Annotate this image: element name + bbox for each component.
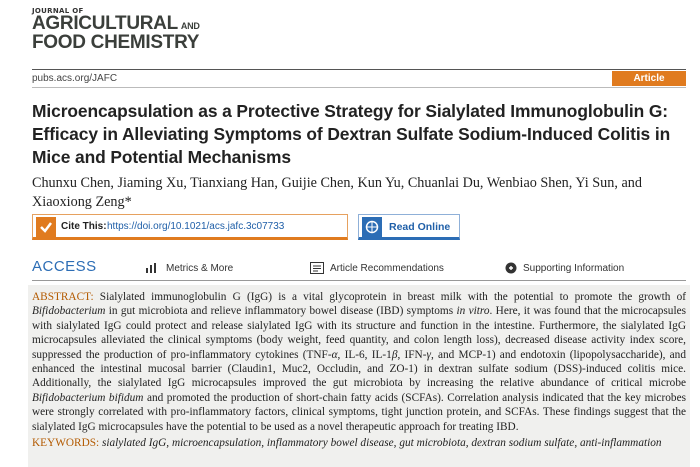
access-label: ACCESS [32,258,97,275]
abstract-italic-text: Bifidobacterium [32,305,106,318]
abstract-italic-text: α [331,348,338,361]
abstract-text: and promoted the production of short-cha… [32,391,686,433]
abstract-text: , IFN- [397,348,427,361]
cite-box[interactable]: Cite This: https://doi.org/10.1021/acs.j… [32,214,348,240]
abstract-text: . Here, it was found that the microcapsu… [32,305,686,361]
read-online-icon [362,217,382,237]
abstract-text: Sialylated immunoglobulin G (IgG) is a v… [99,291,687,303]
abstract-text: , and MCP-1) and endotoxin (lipopolysacc… [32,348,686,390]
abstract-text: in gut microbiota and relieve inflammato… [105,305,457,318]
metrics-icon [146,263,156,273]
abstract-italic-text: β [391,348,398,361]
supporting-link[interactable]: Supporting Information [523,263,625,274]
article-type-badge: Article [612,71,686,86]
header-rule [32,69,686,70]
journal-name-line1: AGRICULTURAL AND [32,13,200,35]
abstract-text: , IL-6, IL-1 [337,348,392,361]
article-title: Microencapsulation as a Protective Strat… [32,101,671,167]
abstract-italic-text: γ [426,348,431,361]
journal-prefix: JOURNAL OF [32,7,84,15]
metrics-link[interactable]: Metrics & More [166,263,234,274]
keywords-label: KEYWORDS: [32,437,100,449]
authors: Chunxu Chen, Jiaming Xu, Tianxiang Han, … [32,175,642,210]
read-online-label: Read Online [389,221,451,233]
cite-icon [36,217,56,237]
abstract-label: ABSTRACT: [32,291,94,303]
recommendations-icon [310,262,324,274]
journal-url[interactable]: pubs.acs.org/JAFC [32,73,118,84]
recommendations-link[interactable]: Article Recommendations [330,263,444,274]
doi-link[interactable]: https://doi.org/10.1021/acs.jafc.3c07733 [107,221,285,232]
supporting-icon [505,262,517,274]
keywords-text: sialylated IgG, microencapsulation, infl… [101,437,662,449]
journal-name-line2: FOOD CHEMISTRY [32,32,200,53]
journal-name: AGRICULTURAL [32,13,178,34]
read-online-button[interactable]: Read Online [358,214,460,240]
cite-label: Cite This: [61,221,107,232]
header-rule-bottom [32,87,686,88]
keywords: KEYWORDS: sialylated IgG, microencapsula… [32,437,686,449]
abstract: ABSTRACT: Sialylated immunoglobulin G (I… [32,290,686,434]
abstract-italic-text: in vitro [456,305,490,318]
abstract-background [28,285,690,467]
abstract-italic-text: Bifidobacterium bifidum [32,391,144,404]
journal-and: AND [180,21,200,31]
access-rule [32,280,686,281]
